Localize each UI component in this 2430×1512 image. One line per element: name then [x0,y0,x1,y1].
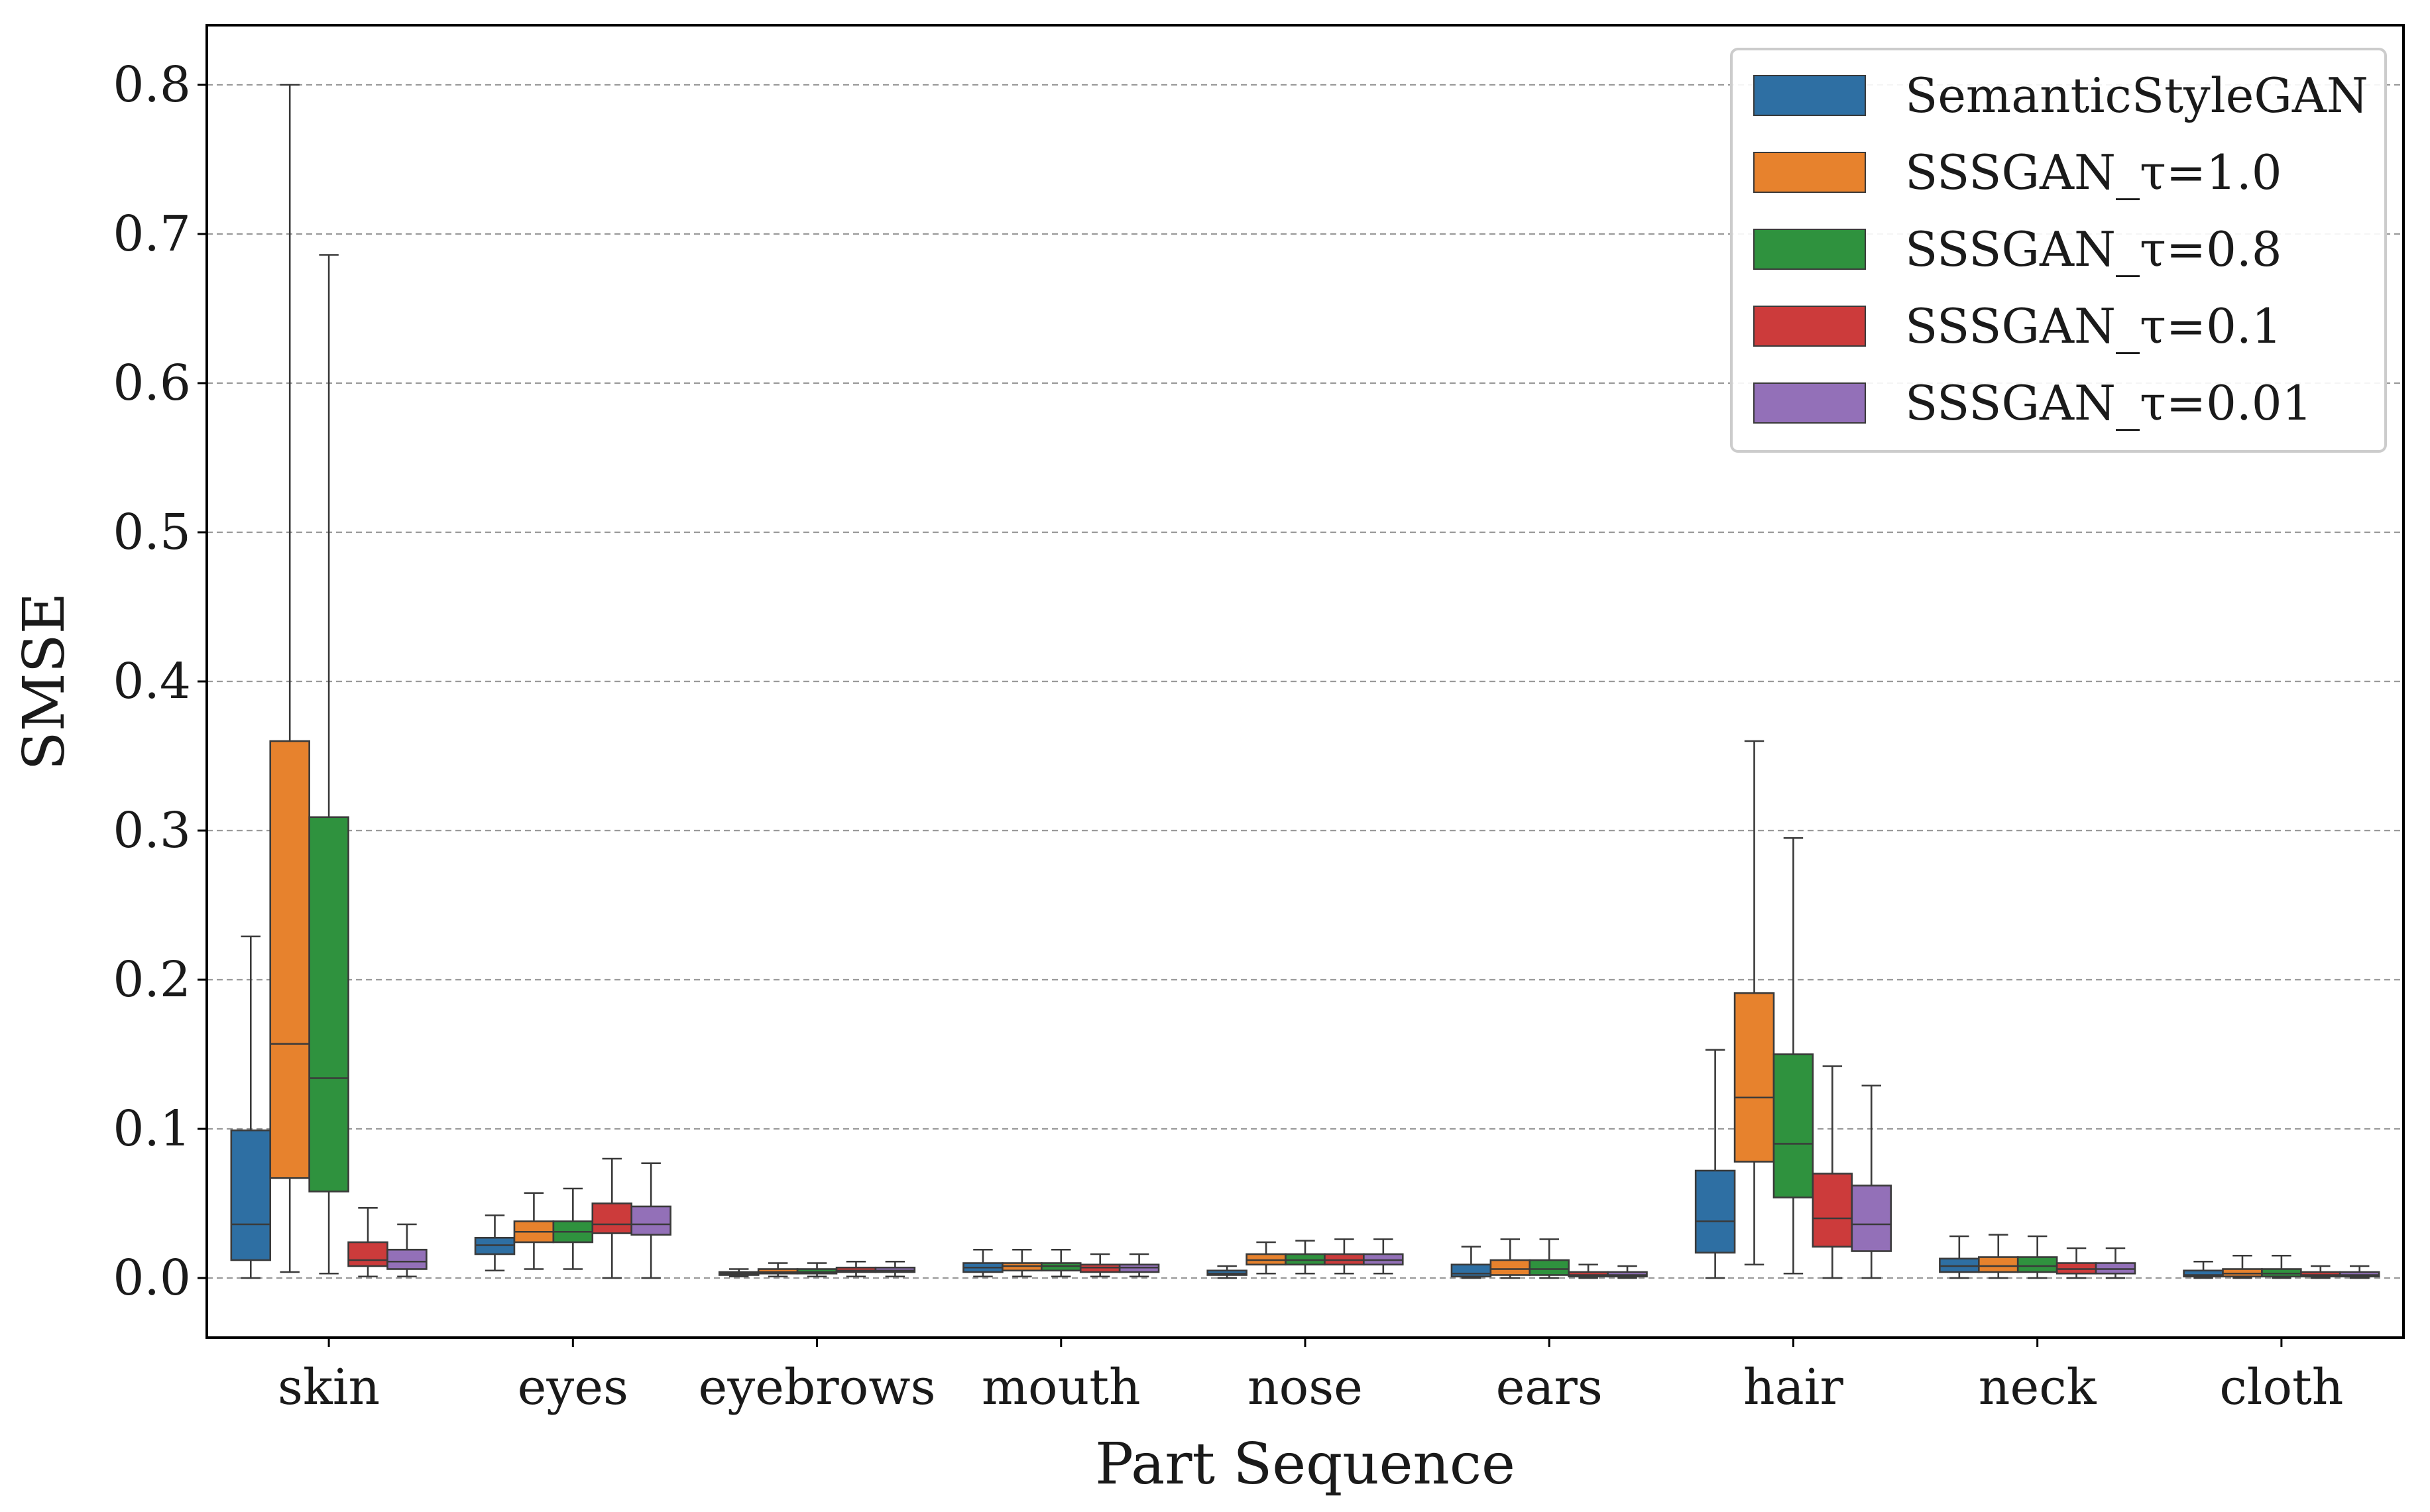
box-iqr [1977,1256,2019,1273]
box-series [386,1084,2380,1279]
y-tick-label: 0.7 [113,205,191,262]
box-series [308,254,2302,1279]
y-axis-ticks: 0.0 0.1 0.2 0.3 0.4 0.5 0.6 0.7 0.8 [113,56,207,1307]
legend-swatch [1753,382,1866,424]
box-element [2339,1265,2380,1279]
box-iqr [1450,1263,1492,1278]
box-series [230,935,2224,1279]
legend-label: SSSGAN_τ=1.0 [1905,145,2282,200]
box-element [308,254,349,1275]
legend-swatch [1753,306,1866,347]
y-tick-label: 0.6 [113,355,191,412]
legend-frame [1730,48,2387,453]
y-tick-label: 0.1 [113,1100,191,1157]
box-iqr [1733,992,1775,1163]
box-iqr [386,1248,428,1270]
box-element [1607,1265,1648,1279]
box-element [962,1248,1004,1278]
box-element [2055,1247,2097,1279]
box-element [1118,1253,1160,1278]
box-iqr [1529,1259,1570,1276]
x-tick-label: cloth [2219,1359,2343,1416]
box-element [630,1162,671,1279]
legend: SemanticStyleGAN SSSGAN_τ=1.0 SSSGAN_τ=0.8… [1730,48,2387,453]
box-element [2300,1265,2341,1279]
box-element [1324,1238,1365,1275]
y-tick-label: 0.2 [113,951,191,1008]
legend-label: SSSGAN_τ=0.01 [1905,375,2312,431]
y-axis-label: SMSE [11,593,78,771]
legend-swatch [1753,229,1866,270]
box-element [230,935,272,1279]
y-tick-label: 0.0 [113,1250,191,1307]
box-iqr [347,1241,388,1267]
box-iqr [269,740,310,1179]
box-iqr [308,816,349,1192]
box-element [1851,1084,1892,1279]
box-element [591,1157,633,1279]
legend-label: SSSGAN_τ=0.8 [1905,221,2282,277]
box-series-group [230,84,2380,1279]
box-series [347,1065,2341,1279]
box-element [1529,1238,1570,1279]
box-element [1450,1246,1492,1279]
box-iqr [2016,1256,2058,1273]
legend-label: SSSGAN_τ=0.1 [1905,298,2282,354]
box-element [1363,1238,1404,1275]
box-element [386,1223,428,1278]
box-element [1694,1049,1736,1279]
x-tick-label: skin [278,1359,380,1416]
box-iqr [1851,1185,1892,1252]
box-iqr [591,1202,633,1234]
box-iqr [1812,1173,1853,1248]
y-tick-label: 0.3 [113,802,191,859]
box-element [2222,1254,2263,1279]
box-element [1733,740,1775,1266]
legend-label: SemanticStyleGAN [1905,68,2368,123]
box-iqr [1694,1169,1736,1254]
y-tick-label: 0.8 [113,56,191,113]
x-tick-label: nose [1247,1359,1363,1416]
box-element [1812,1065,1853,1279]
x-tick-label: eyebrows [699,1359,936,1416]
x-tick-label: ears [1496,1359,1603,1416]
box-element [1489,1238,1531,1279]
box-element [874,1260,916,1278]
x-tick-label: neck [1979,1359,2097,1416]
box-element [513,1192,555,1270]
x-axis-label: Part Sequence [1095,1431,1515,1497]
box-element [1977,1234,2019,1279]
box-element [1285,1240,1326,1275]
box-element [1206,1265,1247,1279]
legend-swatch [1753,75,1866,116]
legend-swatch [1753,152,1866,193]
box-element [1002,1248,1043,1278]
x-tick-label: mouth [982,1359,1141,1416]
box-element [269,84,310,1273]
y-tick-label: 0.5 [113,504,191,561]
box-element [474,1214,516,1272]
box-iqr [630,1205,671,1236]
x-tick-label: hair [1743,1359,1843,1416]
box-element [835,1260,877,1278]
box-element [1079,1253,1121,1278]
x-tick-label: eyes [518,1359,628,1416]
x-axis-ticks: skin eyes eyebrows mouth nose ears hair neck clo… [278,1338,2343,1416]
box-element [2016,1235,2058,1279]
box-element [552,1187,594,1270]
box-iqr [1489,1259,1531,1276]
box-iqr [230,1129,272,1261]
box-element [2095,1247,2136,1279]
box-iqr [1772,1053,1814,1198]
box-element [1772,837,1814,1275]
y-tick-label: 0.4 [113,653,191,710]
